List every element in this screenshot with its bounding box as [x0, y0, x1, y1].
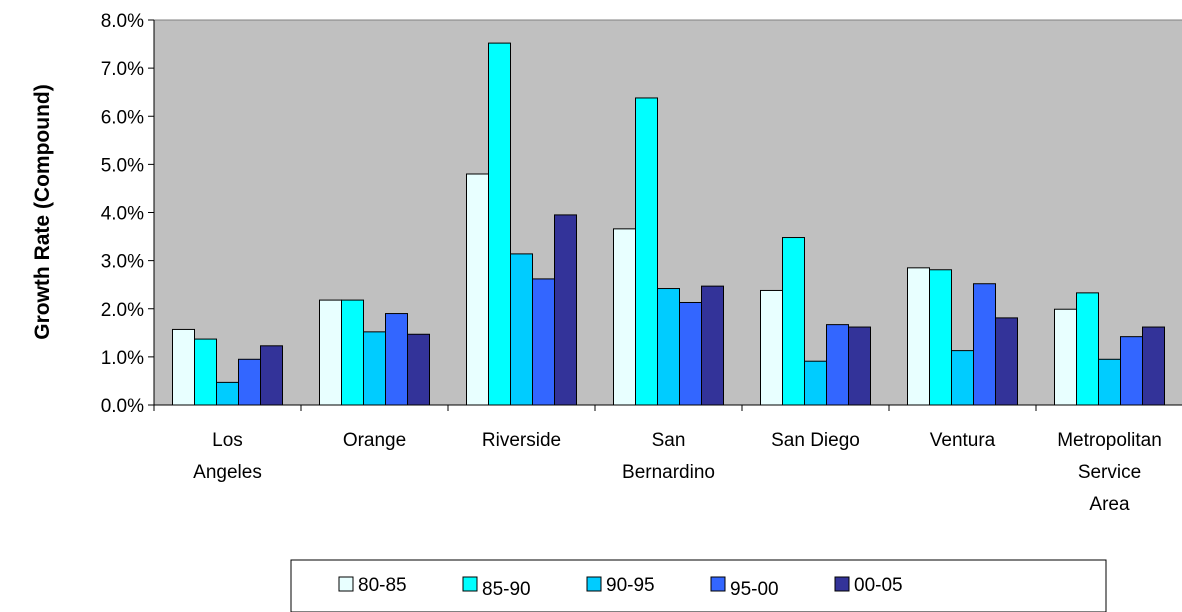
legend: 80-85 85-90 90-95 95-00 00-05: [338, 575, 903, 600]
bar-80-85: [319, 299, 342, 406]
legend-swatch-90-95: [586, 576, 602, 592]
legend-swatch-85-90: [462, 576, 478, 592]
legend-label-00-05: 00-05: [854, 575, 903, 596]
bar-00-05: [407, 333, 430, 406]
category-label: San Diego: [771, 430, 860, 451]
bar-00-05: [260, 345, 283, 406]
category-label: Ventura: [930, 430, 996, 451]
bar-85-90: [488, 42, 511, 406]
bar-80-85: [1054, 308, 1077, 406]
bar-85-90: [635, 97, 658, 406]
bar-80-85: [466, 173, 489, 406]
y-tick-label: 0.0%: [101, 396, 144, 417]
bar-00-05: [995, 317, 1018, 406]
bar-00-05: [848, 326, 871, 406]
bar-00-05: [554, 214, 577, 406]
legend-swatch-80-85: [338, 576, 354, 592]
bar-90-95: [363, 331, 386, 406]
y-axis-label: Growth Rate (Compound): [31, 84, 54, 339]
y-tick-label: 4.0%: [101, 204, 144, 225]
bar-80-85: [907, 267, 930, 406]
y-tick-label: 6.0%: [101, 107, 144, 128]
bar-95-00: [1120, 336, 1143, 406]
bars: [172, 42, 1165, 406]
bar-95-00: [238, 358, 261, 406]
y-tick-label: 8.0%: [101, 11, 144, 32]
y-tick-label: 5.0%: [101, 155, 144, 176]
bar-85-90: [782, 237, 805, 406]
legend-label-85-90: 85-90: [482, 579, 531, 600]
bar-85-90: [929, 269, 952, 406]
bar-95-00: [973, 283, 996, 406]
y-tick-label: 3.0%: [101, 252, 144, 273]
bar-95-00: [679, 301, 702, 406]
bar-95-00: [385, 313, 408, 406]
bar-80-85: [172, 328, 195, 406]
legend-label-80-85: 80-85: [358, 575, 407, 596]
legend-swatch-95-00: [710, 576, 726, 592]
category-label: Orange: [343, 430, 406, 451]
bar-90-95: [804, 360, 827, 406]
bar-00-05: [701, 285, 724, 406]
category-label: Riverside: [482, 430, 561, 451]
bar-90-95: [657, 288, 680, 406]
bar-80-85: [613, 228, 636, 406]
bar-90-95: [216, 381, 239, 406]
y-tick-label: 1.0%: [101, 348, 144, 369]
category-label: Metropolitan Service Area: [1057, 430, 1162, 515]
y-tick-label: 2.0%: [101, 300, 144, 321]
bar-90-95: [951, 350, 974, 406]
legend-swatch-00-05: [834, 576, 850, 592]
legend-label-90-95: 90-95: [606, 575, 655, 596]
bar-85-90: [194, 338, 217, 406]
category-label: Los Angeles: [193, 430, 262, 483]
category-labels: Los Angeles Orange Riverside San Bernardino Sa…: [193, 430, 1162, 515]
legend-box: [290, 559, 1107, 612]
bar-00-05: [1142, 326, 1165, 406]
bar-85-90: [341, 299, 364, 406]
legend-label-95-00: 95-00: [730, 579, 779, 600]
bar-95-00: [532, 278, 555, 406]
y-axis-ticks: 0.0% 1.0% 2.0% 3.0% 4.0% 5.0% 6.0% 7.0% 8.0%: [101, 11, 154, 417]
x-axis-ticks: [153, 405, 1037, 411]
bar-80-85: [760, 289, 783, 406]
bar-95-00: [826, 324, 849, 406]
y-tick-label: 7.0%: [101, 59, 144, 80]
category-label: San Bernardino: [622, 430, 715, 483]
bar-85-90: [1076, 292, 1099, 406]
bar-90-95: [1098, 358, 1121, 406]
bar-90-95: [510, 253, 533, 406]
